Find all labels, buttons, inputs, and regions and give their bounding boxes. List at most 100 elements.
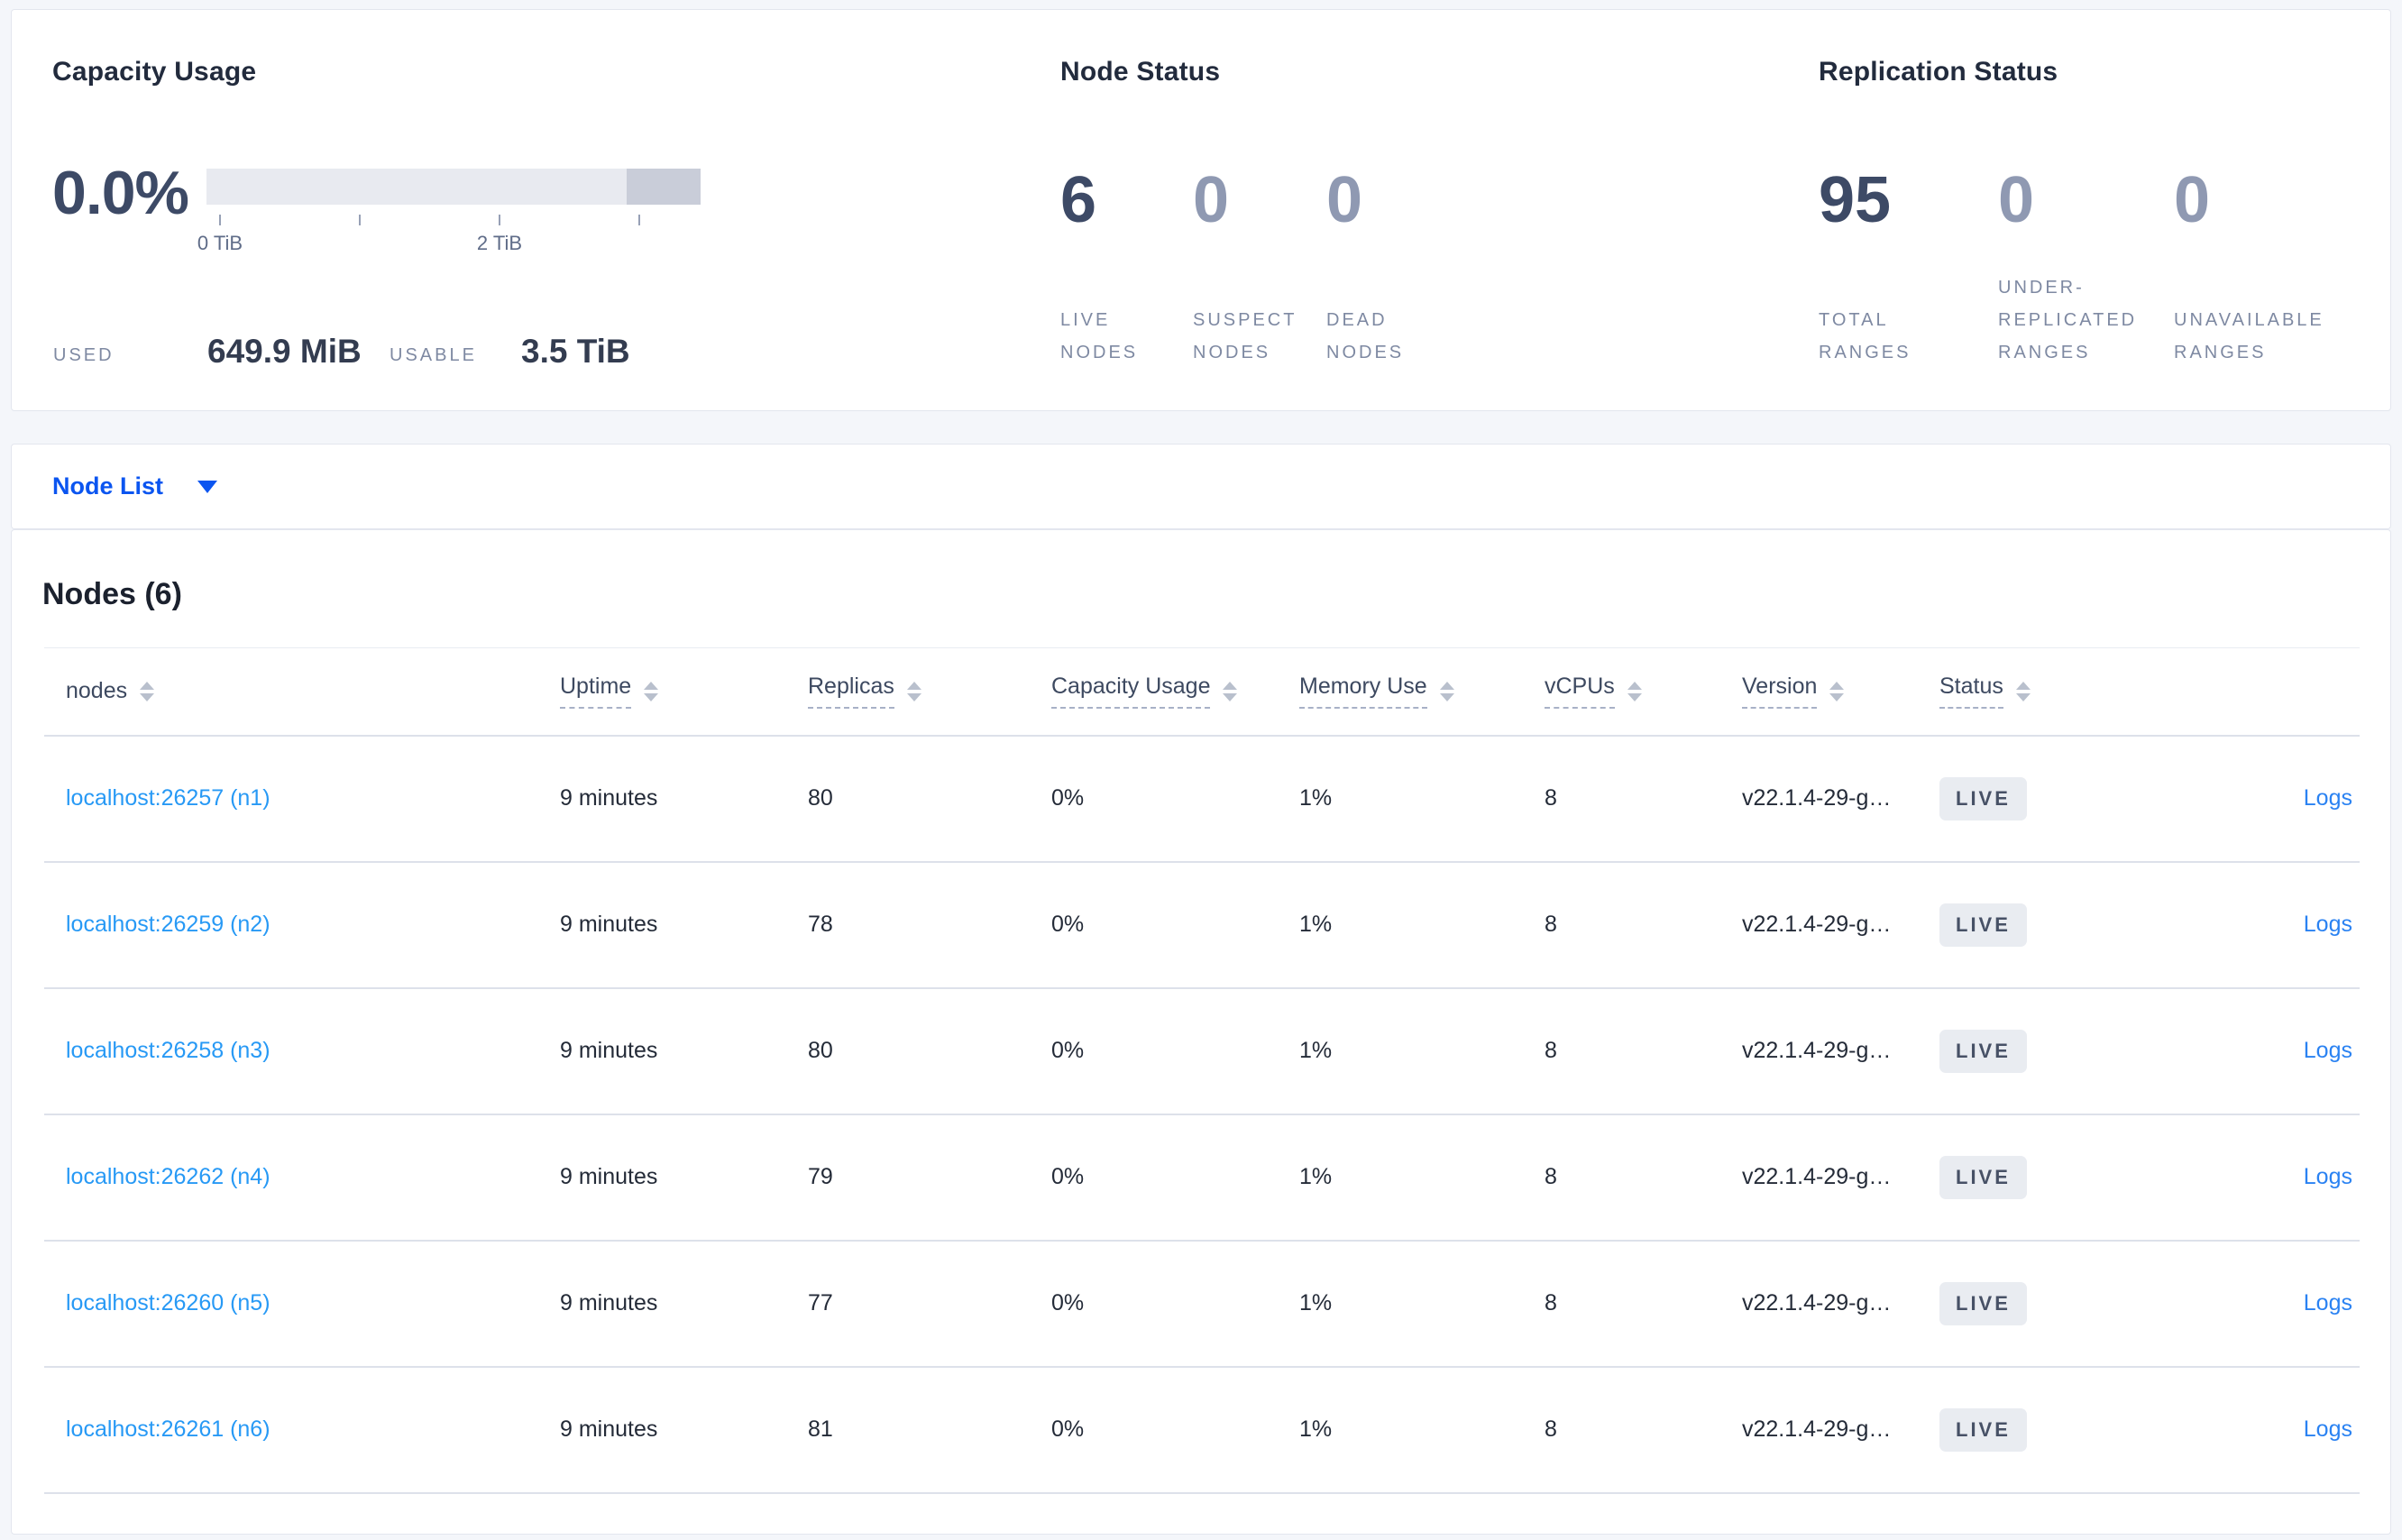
column-header-memory-use[interactable]: Memory Use — [1299, 674, 1454, 710]
replication-status-title: Replication Status — [1819, 57, 2058, 87]
node-row: localhost:26257 (n1) 9 minutes 80 0% 1% … — [44, 736, 2360, 862]
used-label: USED — [53, 345, 115, 365]
dead-nodes-stat: 0 DEAD NODES — [1326, 165, 1444, 369]
usable-label: USABLE — [390, 345, 477, 365]
capacity-usage-cell: 0% — [1051, 1164, 1085, 1189]
node-address-link[interactable]: localhost:26259 (n2) — [66, 912, 270, 937]
sort-icon — [140, 681, 155, 701]
live-nodes-stat: 6 LIVE NODES — [1060, 165, 1185, 369]
suspect-nodes-stat: 0 SUSPECT NODES — [1193, 165, 1319, 369]
sort-icon — [1439, 681, 1454, 701]
cluster-summary-panel: Capacity Usage 0.0% 0 TiB 2 TiB USED 649… — [11, 9, 2391, 411]
under-replicated-ranges-value: 0 — [1998, 164, 2035, 236]
replicas-cell: 80 — [808, 785, 833, 811]
sort-icon — [1829, 681, 1845, 701]
version-cell: v22.1.4-29-g… — [1742, 1164, 1892, 1189]
nodes-table-body: localhost:26257 (n1) 9 minutes 80 0% 1% … — [44, 736, 2360, 1493]
uptime-cell: 9 minutes — [560, 1290, 658, 1315]
total-ranges-label: TOTAL RANGES — [1819, 310, 1912, 362]
uptime-cell: 9 minutes — [560, 1416, 658, 1442]
capacity-usage-title: Capacity Usage — [52, 57, 257, 87]
node-row: localhost:26258 (n3) 9 minutes 80 0% 1% … — [44, 988, 2360, 1114]
node-address-link[interactable]: localhost:26257 (n1) — [66, 785, 270, 811]
column-header-vcpus[interactable]: vCPUs — [1545, 674, 1642, 710]
capacity-usage-bar — [206, 169, 701, 205]
sort-icon — [1223, 681, 1238, 701]
node-address-link[interactable]: localhost:26262 (n4) — [66, 1164, 270, 1189]
total-ranges-stat: 95 TOTAL RANGES — [1819, 165, 1954, 369]
memory-use-cell: 1% — [1299, 1290, 1333, 1315]
uptime-cell: 9 minutes — [560, 785, 658, 811]
version-cell: v22.1.4-29-g… — [1742, 912, 1892, 937]
node-address-link[interactable]: localhost:26258 (n3) — [66, 1038, 270, 1063]
used-value: 649.9 MiB — [207, 333, 362, 370]
logs-link[interactable]: Logs — [2303, 785, 2352, 811]
uptime-cell: 9 minutes — [560, 1038, 658, 1063]
column-header-capacity-usage[interactable]: Capacity Usage — [1051, 674, 1238, 710]
node-row: localhost:26259 (n2) 9 minutes 78 0% 1% … — [44, 862, 2360, 988]
total-ranges-value: 95 — [1819, 164, 1892, 236]
logs-link[interactable]: Logs — [2303, 1164, 2352, 1189]
logs-link[interactable]: Logs — [2303, 912, 2352, 937]
nodes-table: nodes Uptime Replicas Capacity Usage Mem… — [44, 647, 2360, 1494]
status-badge: LIVE — [1939, 1029, 2027, 1073]
status-badge: LIVE — [1939, 1281, 2027, 1325]
column-header-nodes[interactable]: nodes — [66, 678, 155, 704]
memory-use-cell: 1% — [1299, 1038, 1333, 1063]
view-selector-dropdown[interactable]: Node List — [52, 445, 218, 528]
memory-use-cell: 1% — [1299, 1416, 1333, 1442]
version-cell: v22.1.4-29-g… — [1742, 1038, 1892, 1063]
replicas-cell: 80 — [808, 1038, 833, 1063]
version-cell: v22.1.4-29-g… — [1742, 1416, 1892, 1442]
dead-nodes-value: 0 — [1326, 164, 1363, 236]
under-replicated-ranges-stat: 0 UNDER-REPLICATED RANGES — [1998, 165, 2153, 369]
usable-value: 3.5 TiB — [521, 333, 630, 370]
column-header-status[interactable]: Status — [1939, 674, 2031, 710]
suspect-nodes-label: SUSPECT NODES — [1193, 310, 1297, 362]
capacity-used-percent: 0.0% — [52, 159, 189, 227]
caret-down-icon — [197, 480, 218, 493]
axis-tick — [219, 215, 221, 225]
node-row: localhost:26262 (n4) 9 minutes 79 0% 1% … — [44, 1114, 2360, 1241]
uptime-cell: 9 minutes — [560, 1164, 658, 1189]
capacity-usage-cell: 0% — [1051, 1416, 1085, 1442]
view-selector-label: Node List — [52, 472, 164, 500]
nodes-table-title: Nodes (6) — [42, 577, 182, 611]
nodes-panel: Nodes (6) nodes Uptime Replicas Capacity… — [11, 529, 2391, 1535]
logs-link[interactable]: Logs — [2303, 1290, 2352, 1315]
sort-icon — [2015, 681, 2031, 701]
node-row: localhost:26260 (n5) 9 minutes 77 0% 1% … — [44, 1241, 2360, 1367]
logs-link[interactable]: Logs — [2303, 1416, 2352, 1442]
under-replicated-ranges-label: UNDER-REPLICATED RANGES — [1998, 278, 2138, 362]
capacity-usage-cell: 0% — [1051, 1290, 1085, 1315]
column-header-replicas[interactable]: Replicas — [808, 674, 921, 710]
replicas-cell: 78 — [808, 912, 833, 937]
column-header-uptime[interactable]: Uptime — [560, 674, 659, 710]
suspect-nodes-value: 0 — [1193, 164, 1230, 236]
memory-use-cell: 1% — [1299, 912, 1333, 937]
capacity-usage-cell: 0% — [1051, 1038, 1085, 1063]
live-nodes-value: 6 — [1060, 164, 1097, 236]
version-cell: v22.1.4-29-g… — [1742, 1290, 1892, 1315]
axis-tick-label: 0 TiB — [197, 232, 243, 254]
node-address-link[interactable]: localhost:26260 (n5) — [66, 1290, 270, 1315]
axis-tick — [638, 215, 640, 225]
status-badge: LIVE — [1939, 1155, 2027, 1199]
status-badge: LIVE — [1939, 1407, 2027, 1452]
node-row: localhost:26261 (n6) 9 minutes 81 0% 1% … — [44, 1367, 2360, 1493]
sort-icon — [1627, 681, 1642, 701]
vcpus-cell: 8 — [1545, 1416, 1557, 1442]
replicas-cell: 77 — [808, 1290, 833, 1315]
vcpus-cell: 8 — [1545, 785, 1557, 811]
axis-tick — [359, 215, 361, 225]
table-header-row: nodes Uptime Replicas Capacity Usage Mem… — [44, 647, 2360, 736]
capacity-bar-right-segment — [627, 169, 701, 205]
logs-link[interactable]: Logs — [2303, 1038, 2352, 1063]
sort-icon — [644, 681, 659, 701]
capacity-usage-cell: 0% — [1051, 785, 1085, 811]
view-selector-bar: Node List — [11, 444, 2391, 529]
axis-tick — [499, 215, 500, 225]
node-address-link[interactable]: localhost:26261 (n6) — [66, 1416, 270, 1442]
column-header-version[interactable]: Version — [1742, 674, 1845, 710]
node-status-title: Node Status — [1060, 57, 1221, 87]
